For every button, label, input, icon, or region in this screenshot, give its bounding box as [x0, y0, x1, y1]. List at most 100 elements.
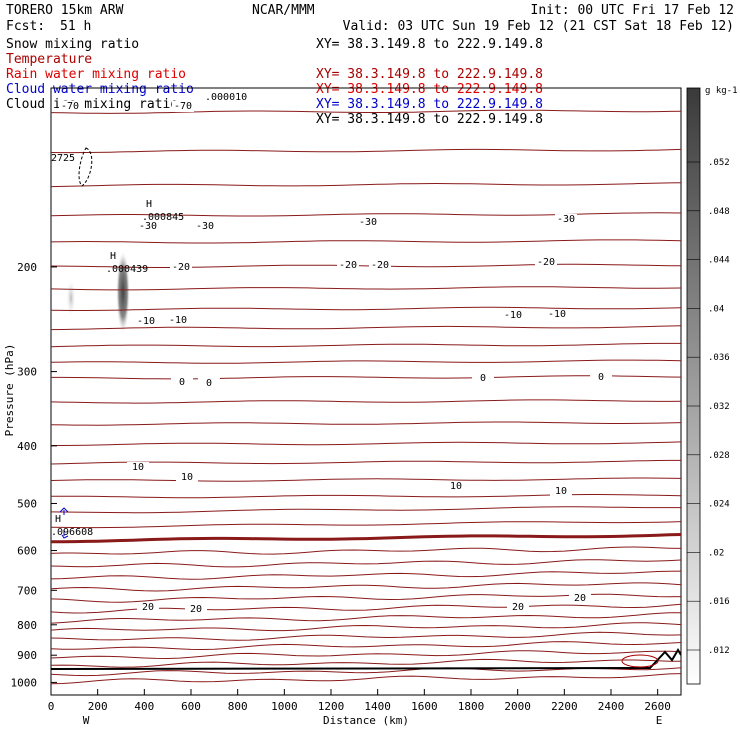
x-tick-label: 2400 [598, 700, 625, 713]
contour-label: 0 [179, 377, 185, 388]
contour-label-bg [137, 221, 159, 232]
temperature-contour [51, 673, 681, 685]
y-tick-label: 500 [17, 497, 37, 510]
contour-label: -20 [371, 260, 389, 271]
x-axis-title: Distance (km) [323, 714, 409, 727]
contour-label: -20 [339, 260, 357, 271]
center-title: NCAR/MMM [252, 3, 315, 18]
terrain-line [51, 648, 681, 670]
legend-xy: XY= 38.3.149.8 to 222.9.149.8 [316, 97, 543, 112]
temperature-contour [51, 182, 681, 188]
legend-label: Snow mixing ratio [6, 37, 139, 52]
colorbar-tick-label: .024 [708, 500, 730, 510]
x-tick-label: 2600 [644, 700, 671, 713]
contour-label-bg [445, 481, 467, 492]
colorbar-tick-label: .036 [708, 353, 730, 363]
x-tick-label: 1400 [364, 700, 391, 713]
temperature-contour [51, 641, 681, 651]
x-tick-label: 1000 [271, 700, 298, 713]
east-label: E [656, 714, 663, 727]
temperature-contour [51, 342, 681, 348]
temperature-contour [51, 494, 681, 499]
legend-xy: XY= 38.3.149.8 to 222.9.149.8 [316, 112, 543, 127]
contour-label-bg [550, 486, 572, 497]
temperature-contour [51, 612, 681, 624]
temperature-contour [51, 263, 681, 268]
y-axis-title: Pressure (hPa) [3, 344, 16, 437]
x-tick-label: 1800 [458, 700, 485, 713]
colorbar-tick-label: .028 [708, 451, 730, 461]
contour-label: -30 [196, 221, 214, 232]
init-time: Init: 00 UTC Fri 17 Feb 12 [531, 3, 735, 18]
fcst-value: 51 h [60, 19, 91, 34]
partial-contour-label: 2725 [51, 153, 75, 164]
contour-label-bg [507, 602, 529, 613]
x-tick-label: 400 [134, 700, 154, 713]
temperature-contour [51, 325, 681, 331]
x-tick-label: 0 [48, 700, 55, 713]
y-tick-label: 900 [17, 649, 37, 662]
colorbar-ticks: .052 .048 .044 .04 .036 .032 .028 .024 .02 .016 .0… [687, 158, 730, 656]
legend-xy: XY= 38.3.149.8 to 222.9.149.8 [316, 82, 543, 97]
high-value: .096608 [51, 527, 93, 538]
valid-time: Valid: 03 UTC Sun 19 Feb 12 (21 CST Sat … [343, 19, 734, 34]
contour-label: -30 [557, 214, 575, 225]
contour-label-bg [590, 372, 612, 383]
x-tick-label: 200 [88, 700, 108, 713]
snow-shading-weak [66, 278, 76, 318]
temperature-contour [51, 459, 681, 465]
axis-ticks: 0 200 400 600 800 1000 1200 1400 1600 1800 2000 220… [11, 261, 671, 713]
cloud-ice-label: .000010 [205, 92, 247, 103]
contour-label-bg [185, 604, 207, 615]
high-value: .000845 [142, 212, 184, 223]
contour-label: 10 [555, 486, 567, 497]
temperature-contour [51, 399, 681, 404]
contour-label-bg [172, 101, 194, 112]
contour-label: 10 [450, 481, 462, 492]
contour-label-bg [546, 309, 568, 320]
cloud-water-contour-lower [61, 530, 69, 539]
contour-label-bg [170, 262, 192, 273]
temperature-contours [51, 109, 681, 685]
contour-label-bg [569, 593, 591, 604]
west-label: W [83, 714, 90, 727]
colorbar-tick-label: .012 [708, 646, 730, 656]
x-tick-label: 600 [181, 700, 201, 713]
contour-label: 20 [574, 593, 586, 604]
contour-label: -10 [169, 315, 187, 326]
temperature-contour [51, 359, 681, 364]
temperature-contour [51, 631, 681, 641]
high-marker: H [110, 251, 116, 262]
contour-label-bg [357, 217, 379, 228]
colorbar [686, 87, 701, 685]
plot-frame [50, 87, 682, 696]
x-tick-label: 2200 [551, 700, 578, 713]
colorbar-unit: g kg-1 [705, 86, 738, 96]
terrain-contour-loop [621, 654, 659, 668]
colorbar-tick-label: .052 [708, 158, 730, 168]
contour-label: 20 [190, 604, 202, 615]
legend-label: Rain water mixing ratio [6, 67, 186, 82]
colorbar-tick-label: .016 [708, 597, 730, 607]
contour-label: 0 [206, 378, 212, 389]
contour-label: -70 [61, 101, 79, 112]
y-tick-label: 800 [17, 619, 37, 632]
contour-label-bg [198, 378, 220, 389]
cloud-water-contour [59, 507, 69, 515]
temperature-contour [51, 559, 681, 568]
legend-xy: XY= 38.3.149.8 to 222.9.149.8 [316, 67, 543, 82]
contour-label-bg [472, 373, 494, 384]
colorbar-tick-label: .048 [708, 207, 730, 217]
contour-label: 0 [598, 372, 604, 383]
contour-label: -70 [174, 101, 192, 112]
high-value: .000439 [106, 264, 148, 275]
temperature-contour [51, 622, 681, 632]
temperature-contour [51, 421, 681, 426]
contour-label: 10 [132, 462, 144, 473]
snow-shading-core [116, 250, 130, 334]
fcst-label: Fcst: [6, 19, 45, 34]
contour-label: 20 [142, 602, 154, 613]
contour-label-bg [535, 257, 557, 268]
